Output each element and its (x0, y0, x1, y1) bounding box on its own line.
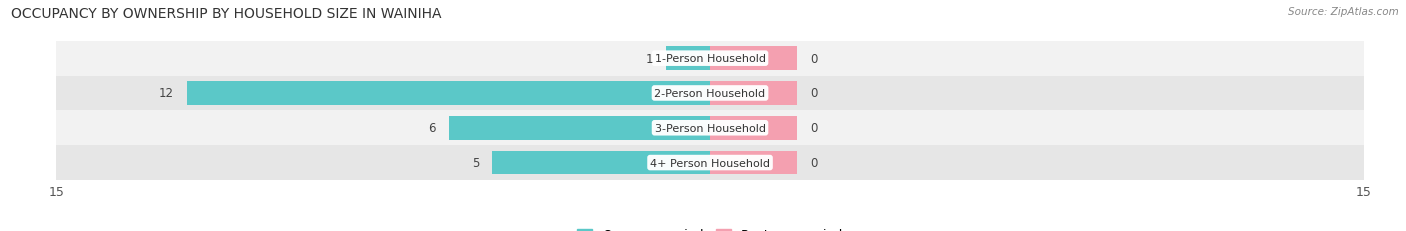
Legend: Owner-occupied, Renter-occupied: Owner-occupied, Renter-occupied (572, 223, 848, 231)
Bar (449, 116, 710, 140)
Bar (710, 116, 797, 140)
Bar (56, 76, 1364, 111)
Text: 4+ Person Household: 4+ Person Household (650, 158, 770, 168)
Text: 2-Person Household: 2-Person Household (654, 88, 766, 99)
Text: 3-Person Household: 3-Person Household (655, 123, 765, 133)
Text: 12: 12 (159, 87, 174, 100)
Text: OCCUPANCY BY OWNERSHIP BY HOUSEHOLD SIZE IN WAINIHA: OCCUPANCY BY OWNERSHIP BY HOUSEHOLD SIZE… (11, 7, 441, 21)
Bar (187, 82, 710, 105)
Text: 0: 0 (810, 87, 818, 100)
Text: 1: 1 (645, 52, 654, 65)
Text: 0: 0 (810, 52, 818, 65)
Text: 0: 0 (810, 156, 818, 169)
Text: 6: 6 (427, 122, 436, 135)
Bar (56, 146, 1364, 180)
Text: 1-Person Household: 1-Person Household (655, 54, 765, 64)
Bar (710, 47, 797, 71)
Bar (710, 151, 797, 175)
Text: 5: 5 (471, 156, 479, 169)
Bar (56, 42, 1364, 76)
Text: Source: ZipAtlas.com: Source: ZipAtlas.com (1288, 7, 1399, 17)
Bar (56, 111, 1364, 146)
Bar (710, 82, 797, 105)
Text: 0: 0 (810, 122, 818, 135)
Bar (492, 151, 710, 175)
Bar (666, 47, 710, 71)
